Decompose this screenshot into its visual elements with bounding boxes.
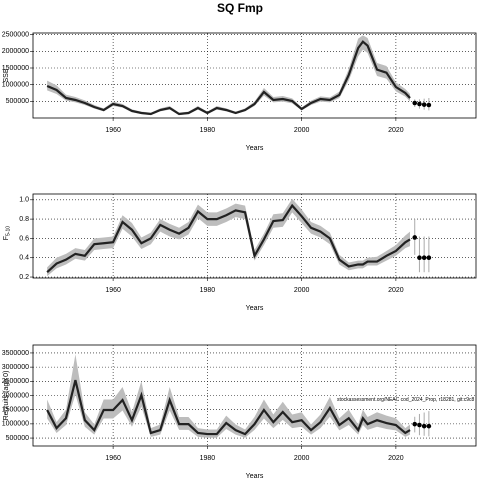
plot-frame [32,32,477,119]
y-tick-label: 1500000 [2,65,29,72]
y-tick-label: 2000000 [2,48,29,55]
x-tick-label: 2000 [294,127,310,134]
x-tick-label: 2020 [388,287,404,294]
y-axis-label: SSB [3,68,10,82]
y-tick-label: 0.6 [19,235,29,242]
forecast-point [417,101,422,107]
y-tick-label: 2500000 [2,378,29,385]
forecast-point [417,255,422,261]
estimate-line [46,203,411,274]
x-tick-label: 1980 [200,287,216,294]
x-tick-label: 1960 [105,127,121,134]
y-tick-label: 2000000 [2,392,29,399]
y-tick-label: 0.2 [19,274,29,281]
forecast-point [421,255,427,261]
x-axis-label: Years [246,473,264,480]
forecast-point [412,421,418,427]
y-tick-label: 1000000 [2,421,29,428]
y-tick-label: 0.8 [19,216,29,223]
confidence-band [47,35,411,116]
x-tick-label: 1960 [105,455,121,462]
x-tick-label: 2000 [294,455,310,462]
confidence-band [47,354,411,438]
y-axis-label-subscript: 5-10 [5,226,11,236]
x-tick-label: 2020 [388,455,404,462]
x-axis-label: Years [246,305,264,312]
forecast-point [412,235,418,240]
forecast-point [412,100,418,106]
y-tick-label: 1.0 [19,197,29,204]
x-tick-label: 1980 [200,127,216,134]
annotation: stockassessment.org/NEAC cod_2024_Prop, … [337,397,475,403]
chart-title: SQ Fmp [217,1,263,15]
y-tick-label: 500000 [6,98,29,105]
plot-frame [32,193,477,279]
forecast-point [421,423,427,429]
x-tick-label: 1960 [105,287,121,294]
plot-frame [32,344,477,447]
y-axis-label: F [3,236,10,240]
y-tick-label: 1500000 [2,407,29,414]
estimate-line [46,40,411,116]
x-axis-label: Years [246,145,264,152]
y-tick-label: 500000 [6,435,29,442]
y-axis-label: Recruits (age 0) [3,371,10,421]
y-tick-label: 2500000 [2,32,29,39]
x-tick-label: 2000 [294,287,310,294]
y-tick-label: 0.4 [19,255,29,262]
forecast-point [426,102,432,108]
forecast-point [417,422,422,428]
forecast-point [421,102,427,107]
x-tick-label: 1980 [200,455,216,462]
x-tick-label: 2020 [388,127,404,134]
forecast-point [426,423,432,429]
y-tick-label: 1000000 [2,82,29,89]
y-tick-label: 3000000 [2,364,29,371]
forecast-point [426,255,432,261]
estimate-line [46,379,411,436]
y-tick-label: 3500000 [2,350,29,357]
